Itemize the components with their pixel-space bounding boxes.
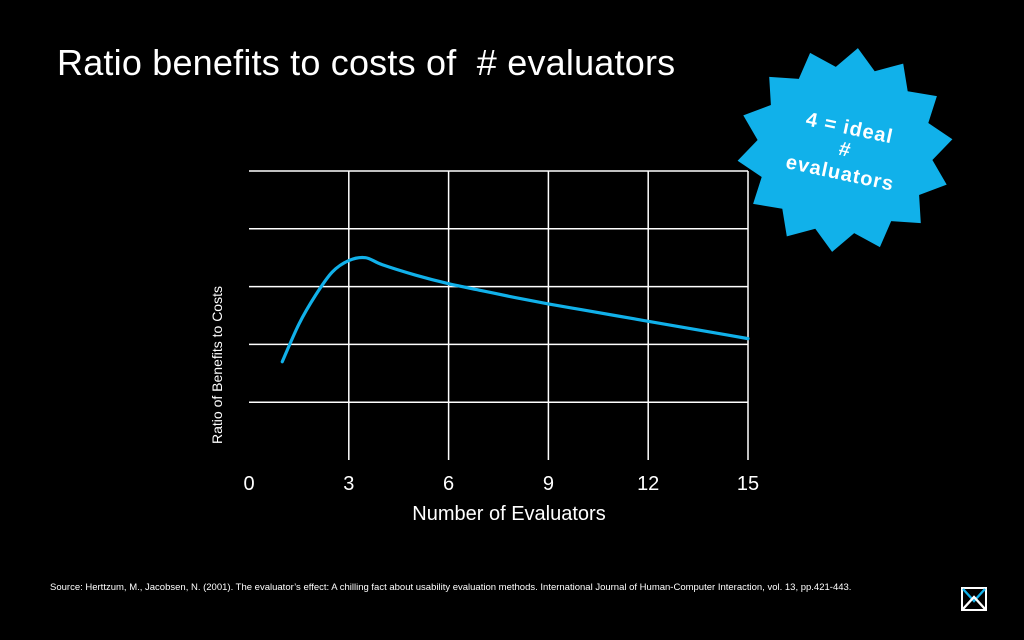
x-tick-label: 15	[737, 473, 759, 495]
nn-logo-icon	[961, 587, 987, 611]
y-axis-label: Ratio of Benefits to Costs	[209, 286, 225, 444]
series-line-0	[280, 255, 750, 364]
badge-line-2: #	[837, 138, 853, 162]
page-title: Ratio benefits to costs of # evaluators	[57, 42, 676, 83]
x-tick-label: 3	[343, 473, 354, 495]
x-tick-label: 9	[543, 473, 554, 495]
ideal-badge: 4 = ideal # evaluators	[737, 48, 953, 252]
chart-grid	[249, 170, 749, 460]
x-tick-label: 12	[637, 473, 659, 495]
x-tick-label: 6	[443, 473, 454, 495]
chart-series	[280, 255, 750, 364]
badge-starburst-shape	[737, 48, 953, 252]
x-tick-label: 0	[243, 473, 254, 495]
source-citation: Source: Herttzum, M., Jacobsen, N. (2001…	[50, 582, 852, 593]
x-axis-label: Number of Evaluators	[412, 503, 605, 525]
x-tick-labels: 0 3 6 9 12 15	[243, 473, 759, 495]
